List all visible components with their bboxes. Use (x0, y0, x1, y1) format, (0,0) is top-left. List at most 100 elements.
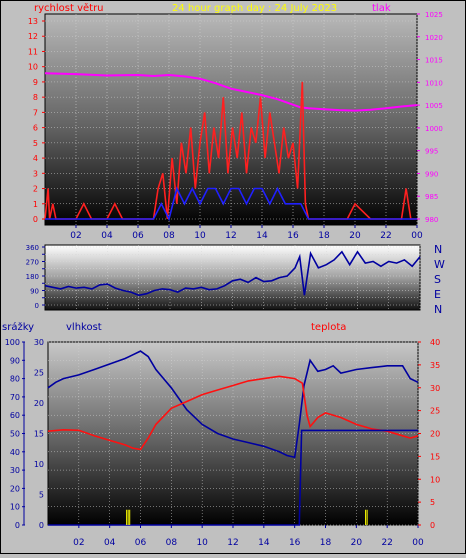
rain-tick-label: 25 (34, 369, 44, 378)
temperature-tick-label: 35 (430, 361, 440, 370)
x-tick-label: 18 (318, 231, 330, 241)
direction-label-n-bottom: N (434, 303, 442, 316)
left-tick-label: 6 (33, 124, 38, 133)
rain-tick-label: 15 (34, 430, 44, 439)
right-tick-label: 1025 (425, 11, 443, 19)
direction-label-e: E (434, 288, 441, 301)
right-tick-label: 995 (425, 148, 438, 156)
rain-tick-label: 10 (34, 460, 44, 469)
left-tick-label: 180 (26, 273, 39, 281)
right-tick-label: 1015 (425, 57, 443, 65)
direction-label-w: W (434, 258, 445, 271)
x-tick-label: 00 (412, 538, 424, 548)
wind-direction-axes: 0 90 180 270 360 (26, 244, 45, 310)
right-tick-label: 990 (425, 170, 438, 178)
left-tick-label: 90 (30, 288, 39, 296)
temperature-tick-label: 5 (430, 498, 435, 507)
rain-pct-tick-label: 20 (10, 484, 20, 493)
x-tick-label: 20 (349, 231, 361, 241)
temperature-line (47, 375, 419, 451)
left-tick-label: 11 (28, 47, 38, 56)
humidity-temperature-axes: 02 04 06 08 10 12 14 16 18 20 22 000102030405060708… (5, 338, 440, 548)
rain-pct-tick-label: 90 (10, 356, 20, 365)
left-tick-label: 9 (33, 78, 38, 87)
left-tick-label: 0 (33, 215, 38, 224)
right-tick-label: 1020 (425, 34, 443, 42)
humidity-label: vlhkost (66, 322, 102, 333)
humidity-line (47, 350, 419, 459)
left-tick-label: 12 (28, 32, 38, 41)
temperature-tick-label: 25 (430, 407, 440, 416)
x-tick-label: 14 (256, 231, 268, 241)
rain-label: srážky (2, 321, 34, 333)
right-tick-label: 1000 (425, 125, 443, 133)
wind-pressure-axes: 02 04 06 08 10 12 14 16 18 20 22 000123456789101112… (28, 11, 443, 241)
graph-title: 24 hour graph day : 24 July 2023 (172, 3, 337, 14)
left-tick-label: 10 (28, 63, 38, 72)
temperature-tick-label: 0 (430, 521, 435, 530)
rain-pct-tick-label: 100 (5, 338, 20, 347)
x-tick-label: 02 (70, 231, 81, 241)
x-tick-label: 14 (258, 538, 270, 548)
right-tick-label: 1010 (425, 79, 443, 87)
x-tick-label: 08 (166, 538, 178, 548)
right-tick-label: 1005 (425, 102, 443, 110)
left-tick-label: 1 (33, 200, 38, 209)
temperature-tick-label: 15 (430, 452, 440, 461)
x-tick-label: 00 (411, 231, 423, 241)
x-tick-label: 10 (196, 538, 208, 548)
wind-pressure-series (44, 72, 418, 222)
rain-tick-label: 5 (39, 491, 44, 500)
direction-label-n-top: N (434, 243, 442, 256)
rain-pct-tick-label: 70 (10, 393, 20, 402)
x-tick-label: 16 (289, 538, 301, 548)
temperature-tick-label: 10 (430, 475, 440, 484)
rain-tick-label: 30 (34, 338, 44, 347)
x-tick-label: 12 (227, 538, 238, 548)
x-tick-label: 18 (320, 538, 332, 548)
rain-pct-tick-label: 10 (10, 503, 20, 512)
wind-direction-grid (45, 245, 421, 310)
x-tick-label: 16 (287, 231, 299, 241)
x-tick-label: 06 (135, 538, 147, 548)
rain-tick-label: 0 (39, 521, 44, 530)
left-tick-label: 8 (33, 93, 38, 102)
x-tick-label: 12 (225, 231, 236, 241)
x-tick-label: 04 (101, 231, 113, 241)
direction-label-s: S (434, 273, 441, 286)
rain-pct-tick-label: 0 (15, 521, 20, 530)
wind-speed-label: rychlost větru (34, 2, 104, 14)
left-tick-label: 7 (33, 108, 38, 117)
wind-line (45, 186, 417, 222)
rain-pct-tick-label: 50 (10, 430, 20, 439)
rain-pct-tick-label: 40 (10, 448, 20, 457)
left-tick-label: 5 (33, 139, 38, 148)
temperature-label: teplota (311, 322, 346, 333)
humidity-temperature-grid (48, 341, 419, 526)
rain-pct-tick-label: 80 (10, 375, 20, 384)
left-tick-label: 4 (33, 154, 38, 163)
temperature-tick-label: 30 (430, 384, 440, 393)
x-tick-label: 02 (73, 538, 84, 548)
left-tick-label: 3 (33, 169, 38, 178)
pressure-line (44, 72, 418, 112)
left-tick-label: 360 (26, 244, 39, 252)
x-tick-label: 08 (163, 231, 175, 241)
x-tick-label: 06 (132, 231, 144, 241)
rain-tick-label: 20 (34, 399, 44, 408)
wind-direction-line (44, 250, 421, 297)
left-tick-label: 2 (33, 185, 38, 194)
x-tick-label: 22 (380, 231, 391, 241)
left-tick-label: 270 (26, 259, 39, 267)
rain-line (48, 429, 418, 526)
right-tick-label: 985 (425, 193, 438, 201)
x-tick-label: 22 (381, 538, 392, 548)
rain-pct-tick-label: 30 (10, 466, 20, 475)
temperature-tick-label: 40 (430, 338, 440, 347)
wind-direction-series (44, 250, 421, 297)
x-tick-label: 04 (104, 538, 116, 548)
temperature-tick-label: 20 (430, 430, 440, 439)
rain-pct-tick-label: 60 (10, 411, 20, 420)
